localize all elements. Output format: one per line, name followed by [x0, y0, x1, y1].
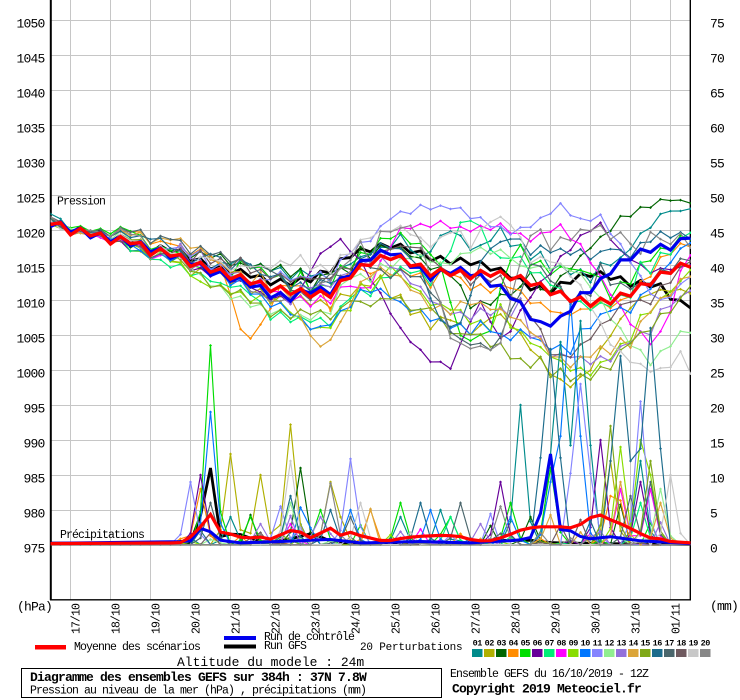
svg-text:Altitude du modele : 24m: Altitude du modele : 24m — [177, 655, 364, 670]
svg-text:995: 995 — [23, 402, 44, 417]
svg-text:1025: 1025 — [16, 192, 44, 207]
svg-text:5: 5 — [710, 507, 717, 522]
svg-text:24/10: 24/10 — [351, 603, 364, 634]
svg-text:Pression au niveau de la mer (: Pression au niveau de la mer (hPa) , pré… — [30, 685, 366, 698]
svg-text:27/10: 27/10 — [471, 603, 484, 634]
svg-text:31/10: 31/10 — [631, 603, 644, 634]
svg-text:1010: 1010 — [16, 297, 44, 312]
svg-text:22/10: 22/10 — [271, 603, 284, 634]
svg-text:30/10: 30/10 — [591, 603, 604, 634]
svg-text:11: 11 — [593, 638, 603, 648]
svg-text:28/10: 28/10 — [511, 603, 524, 634]
svg-text:26/10: 26/10 — [431, 603, 444, 634]
svg-text:Copyright 2019 Meteociel.fr: Copyright 2019 Meteociel.fr — [452, 682, 641, 697]
svg-text:19/10: 19/10 — [151, 603, 164, 634]
svg-text:23/10: 23/10 — [311, 603, 324, 634]
svg-text:Run GFS: Run GFS — [264, 640, 307, 653]
svg-text:1030: 1030 — [16, 157, 44, 172]
svg-text:1005: 1005 — [16, 332, 44, 347]
svg-text:60: 60 — [710, 122, 724, 137]
svg-text:1020: 1020 — [16, 227, 44, 242]
svg-text:40: 40 — [710, 262, 724, 277]
svg-text:990: 990 — [23, 437, 44, 452]
svg-text:Ensemble GEFS du 16/10/2019 -: Ensemble GEFS du 16/10/2019 - 12Z — [450, 668, 649, 681]
svg-text:985: 985 — [23, 472, 44, 487]
svg-text:0: 0 — [710, 542, 717, 557]
svg-text:1040: 1040 — [16, 87, 44, 102]
svg-text:65: 65 — [710, 87, 724, 102]
svg-text:(mm): (mm) — [710, 599, 738, 614]
svg-text:18: 18 — [677, 638, 687, 648]
svg-text:70: 70 — [710, 52, 724, 67]
svg-text:10: 10 — [710, 472, 724, 487]
svg-text:06: 06 — [533, 638, 543, 648]
svg-text:Pression: Pression — [57, 196, 105, 209]
svg-text:1000: 1000 — [16, 367, 44, 382]
svg-text:25/10: 25/10 — [391, 603, 404, 634]
svg-text:05: 05 — [521, 638, 531, 648]
svg-text:980: 980 — [23, 507, 44, 522]
svg-text:09: 09 — [569, 638, 579, 648]
svg-text:13: 13 — [617, 638, 627, 648]
svg-text:1045: 1045 — [16, 52, 44, 67]
svg-text:45: 45 — [710, 227, 724, 242]
svg-text:17/10: 17/10 — [71, 603, 84, 634]
svg-text:25: 25 — [710, 367, 724, 382]
svg-text:975: 975 — [23, 542, 44, 557]
svg-text:14: 14 — [629, 638, 639, 648]
svg-text:08: 08 — [557, 638, 567, 648]
svg-text:20: 20 — [710, 402, 724, 417]
svg-text:30: 30 — [710, 332, 724, 347]
svg-text:01: 01 — [473, 638, 483, 648]
svg-text:1050: 1050 — [16, 17, 44, 32]
svg-text:12: 12 — [605, 638, 615, 648]
svg-text:16: 16 — [653, 638, 663, 648]
svg-text:07: 07 — [545, 638, 555, 648]
svg-text:01/11: 01/11 — [671, 603, 684, 634]
svg-text:20: 20 — [701, 638, 711, 648]
svg-text:15: 15 — [710, 437, 724, 452]
svg-text:02: 02 — [485, 638, 495, 648]
svg-text:03: 03 — [497, 638, 507, 648]
svg-text:15: 15 — [641, 638, 651, 648]
svg-text:1015: 1015 — [16, 262, 44, 277]
svg-text:55: 55 — [710, 157, 724, 172]
svg-text:35: 35 — [710, 297, 724, 312]
svg-text:20/10: 20/10 — [191, 603, 204, 634]
svg-text:17: 17 — [665, 638, 675, 648]
svg-text:29/10: 29/10 — [551, 603, 564, 634]
svg-text:(hPa): (hPa) — [17, 600, 52, 615]
svg-text:21/10: 21/10 — [231, 603, 244, 634]
svg-text:04: 04 — [509, 638, 519, 648]
svg-text:1035: 1035 — [16, 122, 44, 137]
svg-text:Précipitations: Précipitations — [60, 529, 144, 542]
svg-text:50: 50 — [710, 192, 724, 207]
svg-text:20 Perturbations: 20 Perturbations — [360, 642, 462, 654]
svg-text:10: 10 — [581, 638, 591, 648]
svg-text:Run de contrôle: Run de contrôle — [264, 631, 355, 644]
svg-text:19: 19 — [689, 638, 699, 648]
svg-text:18/10: 18/10 — [111, 603, 124, 634]
svg-text:75: 75 — [710, 17, 724, 32]
svg-text:Moyenne des scénarios: Moyenne des scénarios — [74, 641, 200, 654]
svg-text:Diagramme des ensembles GEFS s: Diagramme des ensembles GEFS sur 384h : … — [30, 670, 367, 685]
